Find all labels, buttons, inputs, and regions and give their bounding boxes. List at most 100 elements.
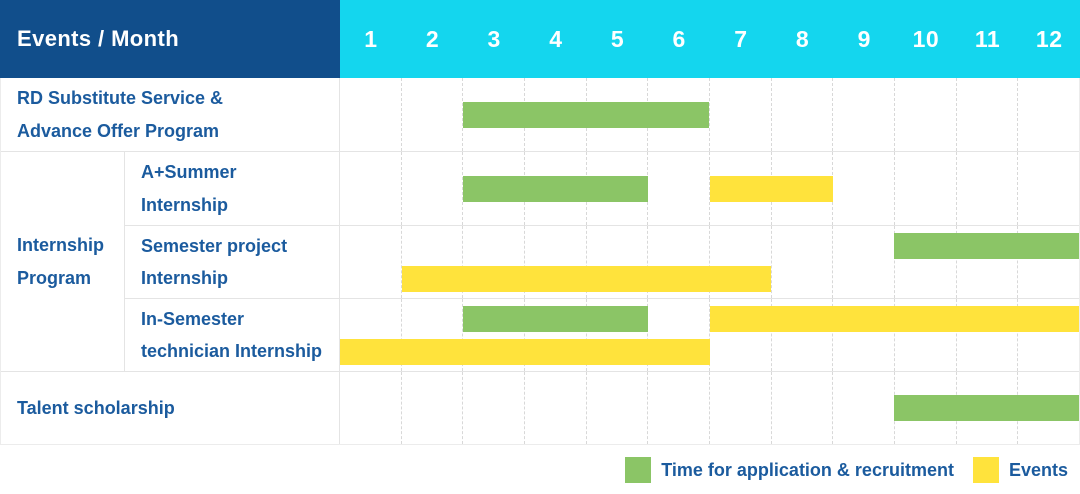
month-gridline-col-4 — [525, 372, 587, 444]
timeline-lane — [340, 305, 1079, 332]
table-row-rd-substitute-service-advance-offer-program: RD Substitute Service & Advance Offer Pro… — [1, 78, 1079, 151]
green-bar-months-10-12 — [894, 395, 1079, 421]
month-gridline-col-6 — [648, 372, 711, 444]
month-gridline-col-3 — [463, 226, 526, 298]
month-gridline-col-1 — [340, 299, 402, 371]
month-gridline-col-11 — [957, 152, 1019, 225]
month-gridline-col-9 — [833, 78, 896, 151]
month-gridlines — [340, 226, 1079, 298]
timeline-lane — [340, 232, 1079, 259]
row-timeline — [340, 226, 1079, 298]
month-gridline-col-8 — [772, 78, 834, 151]
green-bar-months-3-5 — [463, 175, 648, 202]
row-timeline — [340, 299, 1079, 371]
timeline-lane — [340, 101, 1079, 128]
month-gridline-col-4 — [525, 226, 587, 298]
events-month-gantt-table: Events / Month 1 2 3 4 5 6 7 8 9 10 11 12 RD Substi… — [0, 0, 1080, 445]
month-gridline-col-10 — [895, 152, 957, 225]
timeline-lane — [340, 175, 1079, 202]
timeline-lane — [340, 265, 1079, 292]
month-gridline-col-6 — [648, 226, 711, 298]
month-gridline-col-4 — [525, 299, 587, 371]
month-gridline-col-8 — [772, 226, 834, 298]
month-header-1: 1 — [364, 25, 378, 52]
month-header-3: 3 — [487, 25, 501, 52]
month-header-6: 6 — [672, 25, 686, 52]
timeline-lane — [340, 395, 1079, 421]
month-gridline-col-8 — [772, 152, 834, 225]
group-row-internship-program: Internship Program A+Summer Internship Semes… — [1, 151, 1079, 371]
month-gridline-col-6 — [648, 78, 711, 151]
label-line: Advance Offer Program — [17, 120, 220, 141]
month-gridline-col-10 — [895, 78, 957, 151]
legend-item-application-recruitment: Time for application & recruitment — [625, 457, 954, 483]
month-header-10: 10 — [912, 25, 940, 52]
yellow-bar-months-2-7 — [401, 265, 772, 292]
month-gridline-col-7 — [710, 78, 772, 151]
label-line: Internship — [141, 194, 229, 215]
legend-swatch-yellow — [972, 457, 999, 483]
month-gridline-col-3 — [463, 299, 526, 371]
table-body: RD Substitute Service & Advance Offer Pro… — [0, 78, 1080, 445]
group-label-internship-program: Internship Program — [1, 152, 125, 371]
month-gridline-col-2 — [402, 226, 464, 298]
month-gridline-col-1 — [340, 372, 402, 444]
legend-swatch-green — [625, 457, 652, 483]
month-gridline-col-1 — [340, 152, 402, 225]
table-row-semester-project-internship: Semester project Internship — [125, 225, 1079, 298]
month-gridline-col-9 — [833, 299, 896, 371]
table-header-row: Events / Month 1 2 3 4 5 6 7 8 9 10 11 12 — [0, 0, 1080, 78]
month-gridline-col-10 — [895, 299, 957, 371]
month-gridline-col-11 — [957, 299, 1019, 371]
row-timeline — [340, 372, 1079, 444]
table-row-in-semester-technician-internship: In-Semester technician Internship — [125, 298, 1079, 371]
month-header-11: 11 — [974, 25, 1001, 52]
month-gridline-col-2 — [402, 299, 464, 371]
month-gridline-col-3 — [463, 372, 526, 444]
month-gridline-col-5 — [587, 226, 649, 298]
month-gridline-col-5 — [587, 372, 649, 444]
yellow-bar-months-7-8 — [709, 175, 833, 202]
legend-label-events: Events — [1008, 459, 1068, 480]
label-line: RD Substitute Service & — [17, 88, 224, 109]
row-timeline — [340, 152, 1079, 225]
table-row-a-summer-internship: A+Summer Internship — [125, 152, 1079, 225]
month-gridline-col-1 — [340, 78, 402, 151]
table-row-talent-scholarship: Talent scholarship — [1, 371, 1079, 444]
month-gridline-col-11 — [957, 78, 1019, 151]
label-line: Internship — [17, 235, 105, 256]
yellow-bar-months-1-6 — [340, 338, 710, 365]
month-header-7: 7 — [734, 25, 748, 52]
row-timeline — [340, 78, 1079, 151]
row-label-rd-substitute-service-advance-offer-program: RD Substitute Service & Advance Offer Pro… — [1, 78, 340, 151]
label-line: Semester project — [141, 235, 288, 256]
month-gridline-col-2 — [402, 78, 464, 151]
month-header-8: 8 — [795, 25, 810, 52]
month-gridline-col-11 — [957, 226, 1019, 298]
month-gridline-col-7 — [710, 372, 772, 444]
month-gridline-col-5 — [587, 299, 649, 371]
label-line: technician Internship — [141, 341, 323, 361]
row-label-in-semester-technician-internship: In-Semester technician Internship — [125, 299, 340, 371]
month-gridline-col-1 — [340, 226, 402, 298]
label-line: Internship — [141, 268, 229, 288]
label-line: Program — [17, 267, 92, 288]
month-gridline-col-9 — [833, 152, 896, 225]
month-gridline-col-2 — [402, 372, 464, 444]
month-header-2: 2 — [425, 25, 440, 52]
legend-item-events: Events — [972, 457, 1068, 483]
month-gridline-col-8 — [772, 299, 834, 371]
month-header-4: 4 — [549, 25, 563, 52]
month-header-9: 9 — [857, 25, 871, 52]
yellow-bar-months-7-12 — [709, 305, 1079, 332]
month-gridline-col-7 — [710, 299, 772, 371]
month-header-5: 5 — [610, 25, 625, 52]
month-gridline-col-6 — [648, 299, 711, 371]
label-line: In-Semester — [141, 308, 245, 329]
month-header-12: 12 — [1035, 25, 1063, 52]
row-label-semester-project-internship: Semester project Internship — [125, 226, 340, 298]
label-line: A+Summer — [141, 162, 237, 183]
month-header: 1 2 3 4 5 6 7 8 9 10 11 12 — [340, 0, 1080, 78]
month-gridlines — [340, 299, 1079, 371]
group-subrows: A+Summer Internship Semester project Intern… — [125, 152, 1079, 371]
